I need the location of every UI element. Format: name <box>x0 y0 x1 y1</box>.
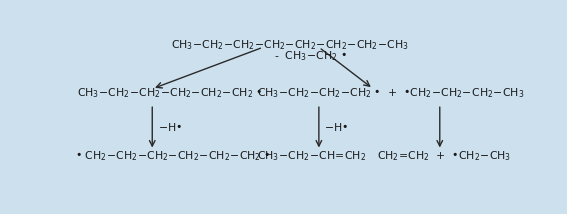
Text: $\mathregular{CH_2\!=\!CH_2}$  +  •$\mathregular{CH_2\!-\!CH_3}$: $\mathregular{CH_2\!=\!CH_2}$ + •$\mathr… <box>377 150 511 163</box>
Text: -  $\mathregular{CH_3\!-\!CH_2}$ •: - $\mathregular{CH_3\!-\!CH_2}$ • <box>274 50 347 63</box>
Text: $\mathregular{CH_3\!-\!CH_2\!-\!CH_2\!-\!CH_2}$ •  +  •$\mathregular{CH_2\!-\!CH: $\mathregular{CH_3\!-\!CH_2\!-\!CH_2\!-\… <box>257 86 524 100</box>
Text: $\mathregular{CH_3\!-\!CH_2\!-\!CH_2\!-\!CH_2\!-\!CH_2\!-\!CH_2}$ •: $\mathregular{CH_3\!-\!CH_2\!-\!CH_2\!-\… <box>77 86 263 100</box>
Text: • $\mathregular{CH_2\!-\!CH_2\!-\!CH_2\!-\!CH_2\!-\!CH_2\!-\!CH_2}$ •: • $\mathregular{CH_2\!-\!CH_2\!-\!CH_2\!… <box>75 150 270 163</box>
Text: $\mathregular{CH_3\!-\!CH_2\!-\!CH\!=\!CH_2}$: $\mathregular{CH_3\!-\!CH_2\!-\!CH\!=\!C… <box>257 150 366 163</box>
Text: $\mathregular{CH_3\!-\!CH_2\!-\!CH_2\!-\!CH_2\!-\!CH_2\!-\!CH_2\!-\!CH_2\!-\!CH_: $\mathregular{CH_3\!-\!CH_2\!-\!CH_2\!-\… <box>171 38 409 52</box>
Text: $\mathregular{-H}$•: $\mathregular{-H}$• <box>324 120 348 132</box>
Text: $\mathregular{-H}$•: $\mathregular{-H}$• <box>158 120 182 132</box>
